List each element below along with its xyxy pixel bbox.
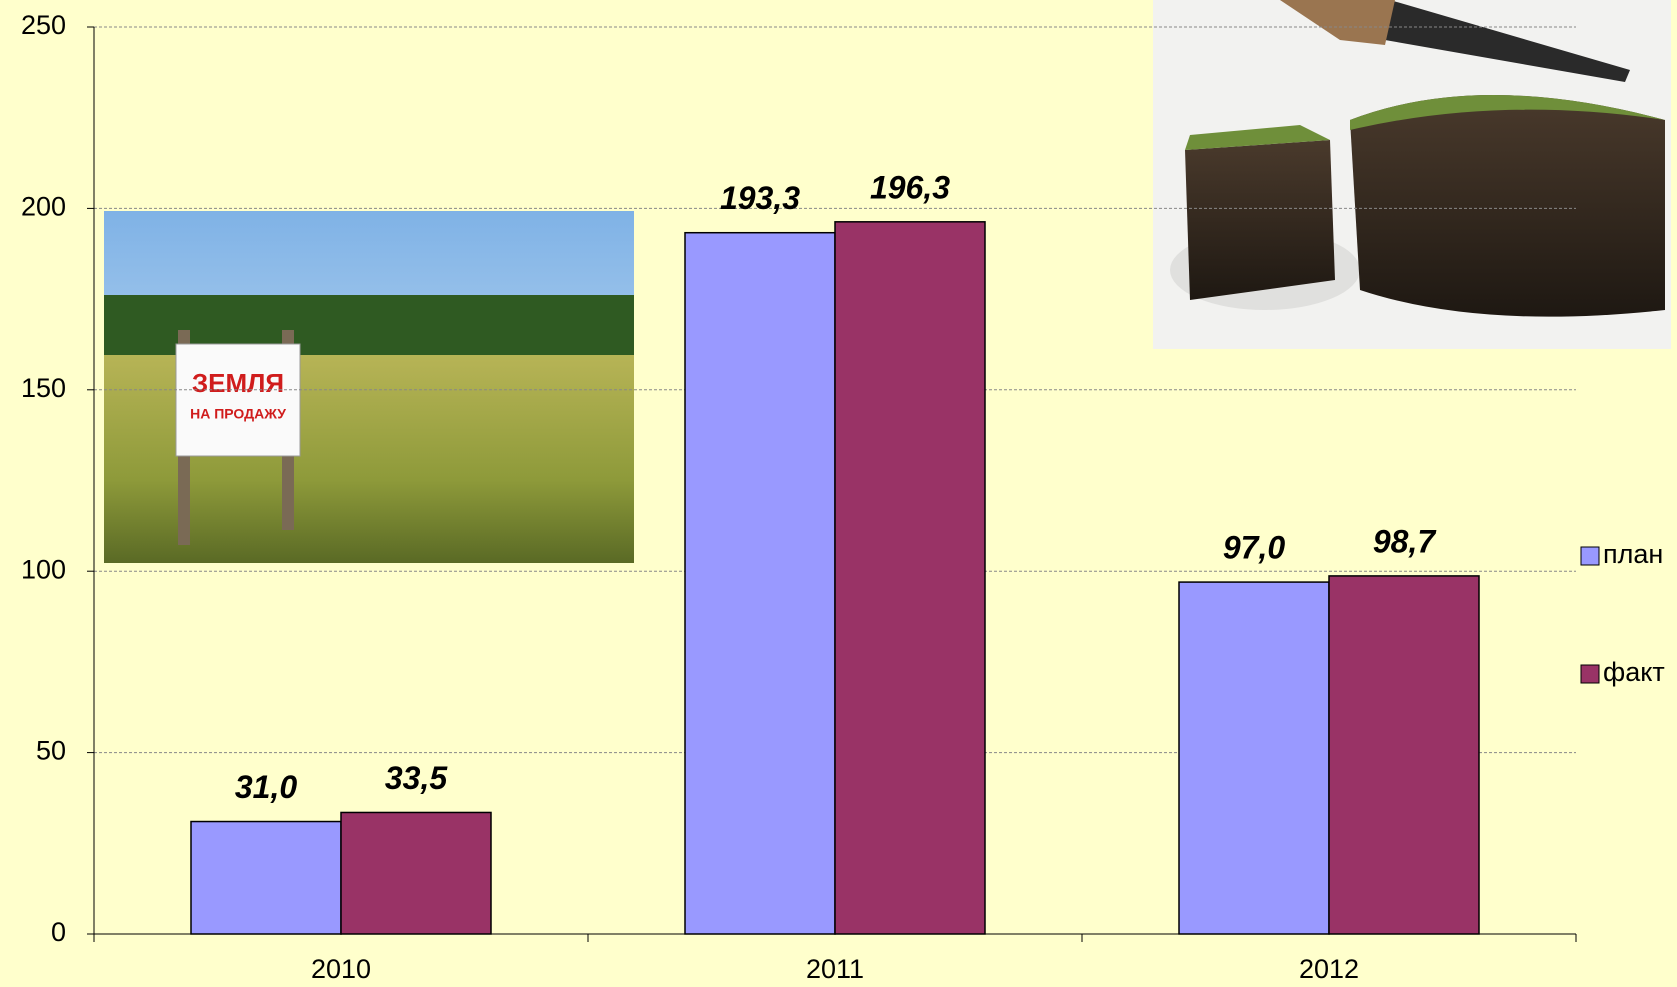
data-label: 193,3	[720, 180, 800, 216]
y-tick-label: 250	[21, 10, 66, 40]
data-label: 98,7	[1373, 523, 1437, 559]
legend-swatch	[1580, 546, 1600, 566]
bar	[1328, 575, 1480, 935]
y-tick-label: 0	[51, 917, 66, 947]
y-tick-label: 150	[21, 373, 66, 403]
bar	[340, 811, 492, 935]
data-label: 97,0	[1223, 530, 1285, 566]
bar	[1178, 581, 1330, 935]
legend-swatch	[1580, 664, 1600, 684]
soil-cake-photo	[1153, 0, 1671, 349]
x-tick-label: 2010	[311, 954, 371, 984]
bar	[190, 820, 342, 935]
x-tick-label: 2011	[806, 954, 864, 984]
bar	[684, 231, 836, 935]
bar	[834, 221, 986, 935]
sign-text: НА ПРОДАЖУ	[190, 406, 286, 422]
y-tick-label: 200	[21, 192, 66, 222]
legend-label: план	[1603, 539, 1663, 569]
x-tick-label: 2012	[1299, 954, 1359, 984]
y-tick-label: 100	[21, 554, 66, 584]
legend-label: факт	[1603, 657, 1665, 687]
data-label: 196,3	[870, 169, 950, 205]
data-label: 33,5	[385, 760, 448, 796]
data-label: 31,0	[235, 769, 297, 805]
y-tick-label: 50	[36, 736, 66, 766]
sign-text: ЗЕМЛЯ	[192, 368, 284, 398]
field-photo: ЗЕМЛЯ НА ПРОДАЖУ	[104, 211, 634, 563]
